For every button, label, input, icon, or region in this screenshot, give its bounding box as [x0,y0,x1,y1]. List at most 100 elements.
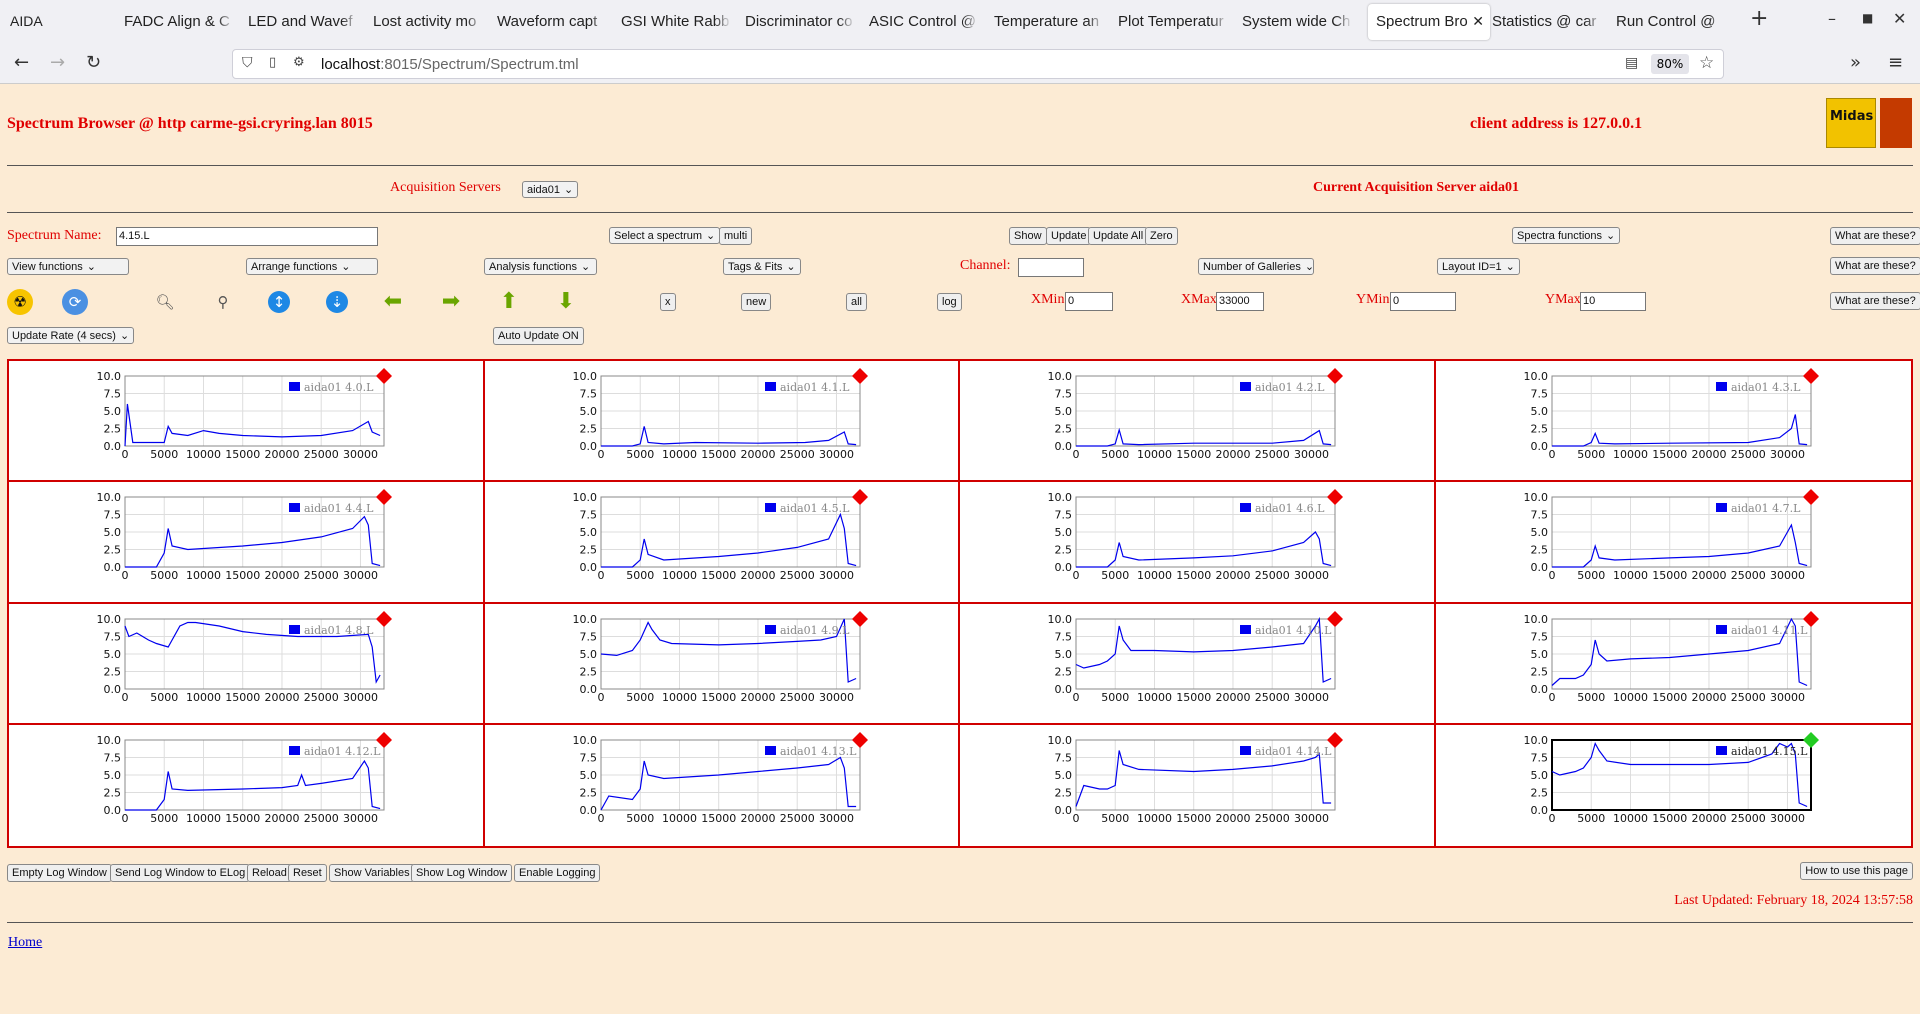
tab-item[interactable]: Waveform capt [497,4,607,40]
spectrum-cell[interactable]: 0 5000 10000 15000 20000 25000 30000 0.0 2.5 5.0 7… [9,724,485,846]
zoom-in-icon[interactable]: 🔍︎ [155,293,175,311]
multi-button[interactable]: multi [719,227,753,245]
how-to-use-button[interactable]: How to use this page [1800,862,1913,880]
what-are-these-button[interactable]: What are these? [1830,257,1920,275]
update-button[interactable]: Update [1046,227,1092,245]
menu-icon[interactable]: ≡ [1888,52,1904,73]
all-button[interactable]: all [846,293,868,311]
spectrum-chart[interactable]: 0 5000 10000 15000 20000 25000 30000 0.0 2.5 5.0 7… [9,725,484,846]
tab-item[interactable]: Spectrum Bro ✕ [1368,4,1490,40]
spectrum-cell[interactable]: 0 5000 10000 15000 20000 25000 30000 0.0 2.5 5.0 7… [1435,361,1911,483]
spectrum-cell[interactable]: 0 5000 10000 15000 20000 25000 30000 0.0 2.5 5.0 7… [960,724,1436,846]
forward-icon[interactable]: → [50,52,66,73]
spectrum-cell[interactable]: 0 5000 10000 15000 20000 25000 30000 0.0 2.5 5.0 7… [960,603,1436,725]
spectrum-chart[interactable]: 0 5000 10000 15000 20000 25000 30000 0.0 2.5 5.0 7… [9,482,484,603]
spectrum-chart[interactable]: 0 5000 10000 15000 20000 25000 30000 0.0 2.5 5.0 7… [960,482,1435,603]
arrow-down-icon[interactable]: ⬇ [556,289,576,314]
tab-item[interactable]: Plot Temperatur [1118,4,1228,40]
site-settings-icon[interactable]: ⚙ [293,55,305,70]
ymin-input[interactable]: 0 [1390,292,1456,311]
new-tab-icon[interactable]: + [1750,6,1769,31]
radiation-icon[interactable]: ☢ [7,289,33,315]
reader-view-icon[interactable]: ▤ [1625,55,1639,71]
auto-update-button[interactable]: Auto Update ON [493,327,584,345]
layout-dropdown[interactable]: Layout ID=1 [1437,258,1520,275]
spectrum-chart[interactable]: 0 5000 10000 15000 20000 25000 30000 0.0 2.5 5.0 7… [1436,725,1911,846]
select-spectrum-dropdown[interactable]: Select a spectrum [609,227,721,244]
spectrum-cell[interactable]: 0 5000 10000 15000 20000 25000 30000 0.0 2.5 5.0 7… [9,603,485,725]
update-all-button[interactable]: Update All [1088,227,1149,245]
spectrum-cell[interactable]: 0 5000 10000 15000 20000 25000 30000 0.0 2.5 5.0 7… [484,482,960,604]
spectrum-chart[interactable]: 0 5000 10000 15000 20000 25000 30000 0.0 2.5 5.0 7… [485,725,960,846]
zero-button[interactable]: Zero [1145,227,1178,245]
shrink-y-icon[interactable]: ⇣ [326,291,348,313]
spectrum-cell[interactable]: 0 5000 10000 15000 20000 25000 30000 0.0 2.5 5.0 7… [1435,724,1911,846]
tab-item[interactable]: GSI White Rabb [621,4,731,40]
show-button[interactable]: Show [1009,227,1047,245]
arrow-left-icon[interactable]: ⬅ [383,289,403,314]
footer-button[interactable]: Reload [247,864,292,882]
spectrum-cell[interactable]: 0 5000 10000 15000 20000 25000 30000 0.0 2.5 5.0 7… [484,603,960,725]
arrow-right-icon[interactable]: ➡ [441,289,461,314]
spectrum-name-input[interactable]: 4.15.L [116,227,378,246]
ymax-input[interactable]: 10 [1580,292,1646,311]
footer-button[interactable]: Reset [288,864,327,882]
maximize-icon[interactable]: ■ [1862,11,1874,25]
spectrum-chart[interactable]: 0 5000 10000 15000 20000 25000 30000 0.0 2.5 5.0 7… [960,604,1435,725]
tab-item[interactable]: ASIC Control @ [869,4,979,40]
expand-y-icon[interactable]: ↕ [268,291,290,313]
spectrum-cell[interactable]: 0 5000 10000 15000 20000 25000 30000 0.0 2.5 5.0 7… [1435,482,1911,604]
view-functions-dropdown[interactable]: View functions [7,258,129,275]
url-text[interactable]: localhost:8015/Spectrum/Spectrum.tml [321,56,579,73]
arrow-up-icon[interactable]: ⬆ [499,289,519,314]
number-of-galleries-dropdown[interactable]: Number of Galleries [1198,258,1314,275]
home-link[interactable]: Home [8,935,43,950]
tab-item[interactable]: Discriminator co [745,4,855,40]
spectrum-chart[interactable]: 0 5000 10000 15000 20000 25000 30000 0.0 2.5 5.0 7… [9,361,484,482]
spectrum-cell[interactable]: 0 5000 10000 15000 20000 25000 30000 0.0 2.5 5.0 7… [960,361,1436,483]
analysis-functions-dropdown[interactable]: Analysis functions [484,258,597,275]
footer-button[interactable]: Empty Log Window [7,864,112,882]
spectrum-chart[interactable]: 0 5000 10000 15000 20000 25000 30000 0.0 2.5 5.0 7… [1436,604,1911,725]
tab-item[interactable]: FADC Align & C [124,4,234,40]
tab-item[interactable]: LED and Wavef [248,4,358,40]
spectrum-cell[interactable]: 0 5000 10000 15000 20000 25000 30000 0.0 2.5 5.0 7… [1435,603,1911,725]
spectrum-chart[interactable]: 0 5000 10000 15000 20000 25000 30000 0.0 2.5 5.0 7… [485,482,960,603]
spectrum-chart[interactable]: 0 5000 10000 15000 20000 25000 30000 0.0 2.5 5.0 7… [9,604,484,725]
tab-close-icon[interactable]: ✕ [1472,13,1484,29]
new-button[interactable]: new [741,293,772,311]
footer-button[interactable]: Show Variables [329,864,415,882]
spectrum-chart[interactable]: 0 5000 10000 15000 20000 25000 30000 0.0 2.5 5.0 7… [960,361,1435,482]
footer-button[interactable]: Enable Logging [514,864,601,882]
reload-icon[interactable]: ↻ [86,52,102,73]
xmax-input[interactable]: 33000 [1216,292,1264,311]
zoom-level[interactable]: 80% [1651,54,1689,74]
refresh-icon[interactable]: ⟳ [62,289,88,315]
x-button[interactable]: x [660,293,676,311]
back-icon[interactable]: ← [14,52,30,73]
footer-button[interactable]: Show Log Window [411,864,513,882]
tab-item[interactable]: Temperature an [994,4,1104,40]
tab-item[interactable]: Statistics @ car [1492,4,1602,40]
tab-item[interactable]: System wide Ch [1242,4,1352,40]
spectrum-cell[interactable]: 0 5000 10000 15000 20000 25000 30000 0.0 2.5 5.0 7… [484,361,960,483]
tab-item[interactable]: Lost activity mo [373,4,483,40]
what-are-these-button[interactable]: What are these? [1830,227,1920,245]
overflow-chevron-icon[interactable]: » [1850,52,1862,73]
spectrum-chart[interactable]: 0 5000 10000 15000 20000 25000 30000 0.0 2.5 5.0 7… [485,604,960,725]
arrange-functions-dropdown[interactable]: Arrange functions [246,258,378,275]
what-are-these-button[interactable]: What are these? [1830,292,1920,310]
spectrum-chart[interactable]: 0 5000 10000 15000 20000 25000 30000 0.0 2.5 5.0 7… [485,361,960,482]
acquisition-server-select[interactable]: aida01 [522,181,579,198]
channel-input[interactable] [1018,258,1084,277]
zoom-out-icon[interactable]: ⚲ [217,293,229,311]
spectrum-chart[interactable]: 0 5000 10000 15000 20000 25000 30000 0.0 2.5 5.0 7… [960,725,1435,846]
spectrum-cell[interactable]: 0 5000 10000 15000 20000 25000 30000 0.0 2.5 5.0 7… [9,482,485,604]
tab-item[interactable]: Run Control @ [1616,4,1726,40]
close-window-icon[interactable]: ✕ [1893,9,1907,28]
xmin-input[interactable]: 0 [1065,292,1113,311]
spectra-functions-dropdown[interactable]: Spectra functions [1512,227,1621,244]
bookmark-star-icon[interactable]: ☆ [1699,53,1715,73]
update-rate-dropdown[interactable]: Update Rate (4 secs) [7,327,135,344]
spectrum-chart[interactable]: 0 5000 10000 15000 20000 25000 30000 0.0 2.5 5.0 7… [1436,482,1911,603]
